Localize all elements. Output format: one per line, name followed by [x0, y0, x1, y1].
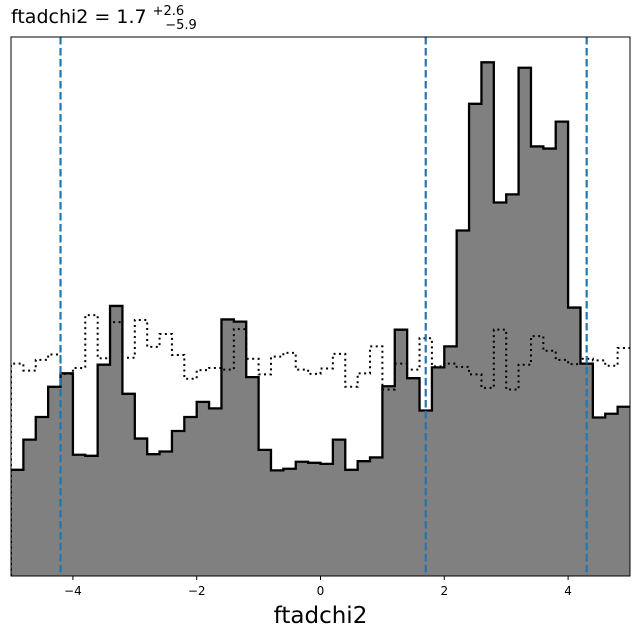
x-tick-label: 2 [440, 584, 448, 598]
histogram-bar [617, 406, 630, 576]
title-main: ftadchi2 = 1.7 [11, 6, 147, 28]
histogram-bar [394, 329, 408, 576]
histogram-bar [444, 346, 458, 576]
histogram-bar [11, 469, 24, 576]
histogram-bar [209, 408, 223, 576]
histogram-bar [295, 461, 309, 576]
x-axis-ticks: −4 −2 0 2 4 [64, 576, 572, 598]
histogram-bar [122, 393, 136, 576]
title-subscript: −5.9 [165, 18, 197, 33]
filled-series-outline [11, 61, 630, 472]
histogram-bar [456, 230, 470, 576]
reference-lines [59, 37, 588, 576]
histogram-bar [481, 62, 495, 576]
histogram-bar [382, 386, 396, 576]
x-tick-label: −4 [64, 584, 82, 598]
histogram-bar [568, 307, 582, 576]
histogram-bar [196, 401, 210, 576]
histogram-bar [407, 378, 421, 576]
histogram-bar [233, 321, 247, 576]
histogram-bar [258, 449, 272, 576]
plot-area [11, 61, 630, 576]
histogram-bar [221, 319, 235, 576]
histogram-bar [159, 451, 173, 576]
histogram-bar [469, 103, 483, 576]
histogram-bar [370, 457, 383, 576]
x-axis-label: ftadchi2 [274, 603, 368, 629]
histogram-bar [431, 367, 445, 576]
histogram-bar [35, 416, 49, 576]
title-superscript: +2.6 [153, 4, 185, 19]
histogram-bar [184, 416, 198, 576]
histogram-bar [72, 454, 86, 576]
x-tick-label: 4 [564, 584, 572, 598]
histogram-bar [85, 455, 99, 576]
histogram-bar [543, 148, 557, 576]
histogram-bar [23, 439, 37, 576]
histogram-bar [320, 463, 334, 576]
x-tick-label: 0 [317, 584, 325, 598]
histogram-bar [147, 454, 161, 576]
histogram-bar [270, 470, 284, 576]
histogram-bar [171, 431, 185, 576]
histogram-bar [332, 439, 346, 576]
histogram-bar [592, 417, 606, 576]
histogram-bar [518, 67, 532, 576]
histogram-bar [110, 305, 124, 576]
chart-title: ftadchi2 = 1.7 +2.6 −5.9 [11, 0, 197, 33]
histogram-bar [555, 121, 569, 576]
histogram-bar [530, 146, 544, 576]
dotted-series-outline [11, 314, 630, 576]
histogram-bar [605, 413, 619, 576]
histogram-bar [283, 468, 297, 576]
x-tick-label: −2 [188, 584, 206, 598]
histogram-bar [246, 377, 260, 576]
histogram-bar [357, 461, 371, 576]
histogram-bar [493, 202, 507, 576]
histogram-bar [134, 438, 148, 576]
histogram-bar [60, 373, 74, 576]
histogram-bar [345, 469, 359, 576]
histogram-bar [506, 194, 520, 576]
histogram-bar [48, 386, 62, 576]
histogram-bar [308, 462, 322, 576]
histogram-bar [97, 364, 111, 576]
